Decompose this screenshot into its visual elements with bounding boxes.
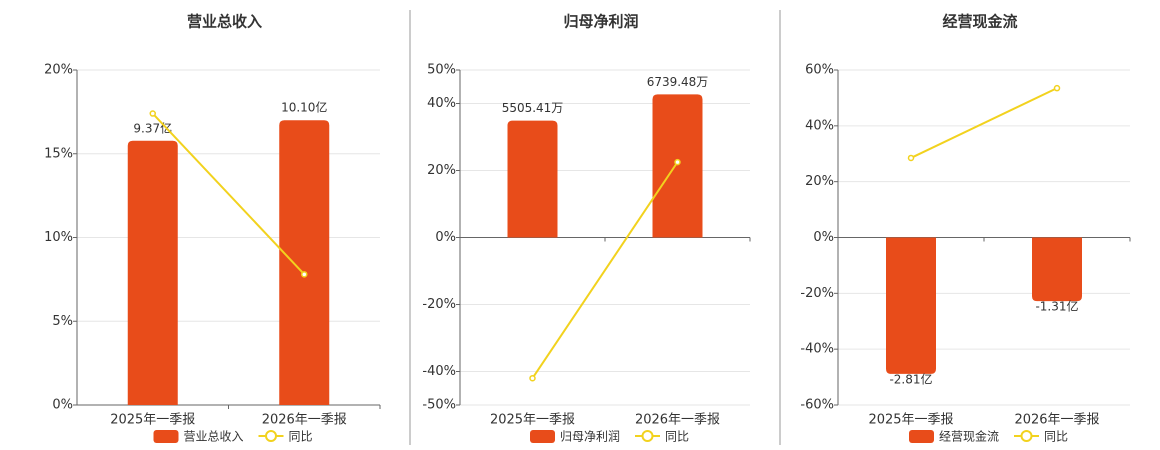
- y-tick-label: 15%: [44, 146, 73, 161]
- chart-title: 经营现金流: [942, 13, 1017, 31]
- y-tick-label: 50%: [427, 63, 456, 78]
- x-tick-label: 2026年一季报: [1014, 413, 1099, 428]
- y-tick-label: 10%: [44, 230, 73, 245]
- legend-swatch: [1020, 430, 1033, 442]
- y-tick-label: -50%: [422, 398, 456, 413]
- bar: [886, 237, 936, 374]
- legend-swatch: [265, 430, 277, 442]
- y-tick-label: -60%: [800, 398, 834, 413]
- bar: [279, 120, 330, 405]
- x-tick-label: 2025年一季报: [110, 413, 195, 428]
- legend-swatch: [153, 430, 179, 443]
- chart-title: 营业总收入: [187, 13, 262, 31]
- y-tick-label: 60%: [805, 63, 834, 78]
- y-tick-label: 0%: [813, 230, 834, 245]
- line-point: [301, 271, 308, 278]
- data-label: 10.10亿: [281, 100, 327, 115]
- bar: [127, 140, 178, 405]
- line: [152, 112, 305, 276]
- x-tick-label: 2025年一季报: [868, 413, 953, 428]
- line-point: [149, 110, 156, 117]
- y-tick-label: 40%: [805, 118, 834, 133]
- x-tick-label: 2025年一季报: [490, 413, 575, 428]
- legend-label: 同比: [289, 430, 313, 444]
- data-label: -1.31亿: [1035, 299, 1078, 314]
- data-label: 5505.41万: [502, 101, 564, 115]
- bar: [652, 94, 703, 238]
- x-tick-label: 2026年一季报: [635, 413, 720, 428]
- y-tick-label: 0%: [52, 398, 73, 413]
- x-tick-label: 2026年一季报: [262, 413, 347, 428]
- bar: [1032, 237, 1082, 302]
- bar: [507, 120, 558, 238]
- y-tick-label: -20%: [800, 286, 834, 301]
- line-point: [1053, 84, 1061, 92]
- y-tick-label: -40%: [800, 342, 834, 357]
- data-label: 6739.48万: [647, 75, 709, 89]
- legend-label: 归母净利润: [560, 430, 620, 444]
- y-tick-label: -20%: [422, 297, 456, 312]
- y-tick-label: 5%: [52, 314, 73, 329]
- legend-label: 营业总收入: [184, 430, 244, 444]
- y-tick-label: 20%: [44, 63, 73, 78]
- legend-label: 经营现金流: [939, 429, 999, 444]
- legend-swatch: [909, 430, 934, 443]
- y-tick-label: 40%: [427, 96, 456, 111]
- y-tick-label: 0%: [435, 230, 456, 245]
- y-tick-label: 20%: [427, 163, 456, 178]
- data-label: -2.81亿: [889, 371, 932, 386]
- legend-label: 同比: [665, 430, 689, 444]
- legend-swatch: [530, 430, 555, 443]
- line: [531, 161, 679, 379]
- chart-title: 归母净利润: [563, 13, 638, 31]
- y-tick-label: 20%: [805, 174, 834, 189]
- line: [910, 87, 1058, 159]
- line-point: [529, 374, 536, 382]
- line-point: [674, 158, 681, 166]
- y-tick-label: -40%: [422, 364, 456, 379]
- legend-swatch: [641, 430, 654, 442]
- legend-label: 同比: [1044, 430, 1068, 444]
- line-point: [907, 154, 915, 162]
